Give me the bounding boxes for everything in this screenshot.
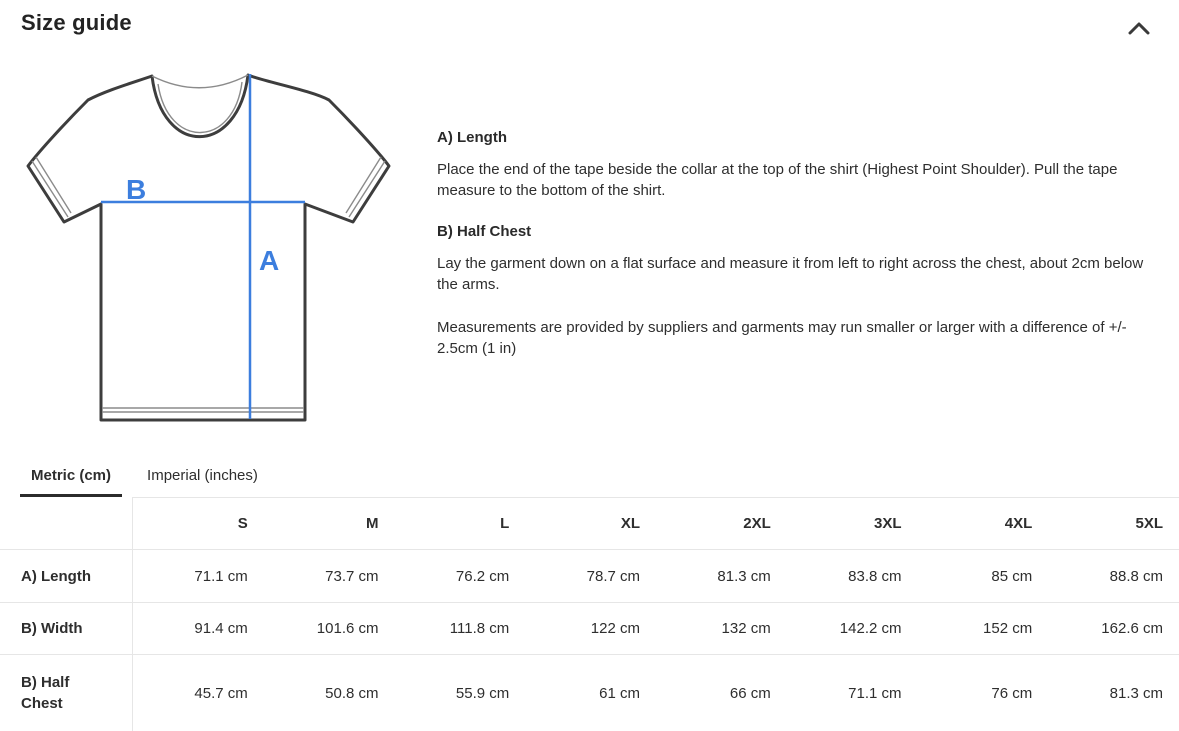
- collar-back-line: [151, 74, 249, 89]
- row-label: B) Half Chest: [0, 655, 133, 731]
- size-value: 50.8 cm: [263, 655, 395, 731]
- tshirt-outline: [26, 73, 391, 422]
- size-value: 83.8 cm: [786, 550, 918, 603]
- instruction-heading-b: B) Half Chest: [437, 223, 532, 240]
- measurement-label-a: A: [259, 245, 279, 276]
- size-value: 111.8 cm: [394, 603, 526, 655]
- measurement-instructions: A) Length Place the end of the tape besi…: [437, 129, 1153, 359]
- size-value: 55.9 cm: [394, 655, 526, 731]
- size-col-header: M: [263, 497, 395, 550]
- tshirt-measurement-diagram: B A: [12, 58, 416, 438]
- page-title: Size guide: [21, 10, 132, 35]
- size-value: 122 cm: [525, 603, 656, 655]
- instruction-body-b: Lay the garment down on a flat surface a…: [437, 255, 1144, 293]
- table-corner-cell: [0, 497, 133, 550]
- row-label: A) Length: [0, 550, 133, 603]
- size-value: 81.3 cm: [656, 550, 787, 603]
- tab-imperial[interactable]: Imperial (inches): [136, 457, 269, 497]
- instruction-body-a: Place the end of the tape beside the col…: [437, 161, 1118, 199]
- size-value: 45.7 cm: [133, 655, 264, 731]
- measurement-label-b: B: [126, 174, 146, 205]
- size-col-header: 2XL: [656, 497, 787, 550]
- collapse-section-button[interactable]: [1116, 12, 1162, 44]
- size-value: 142.2 cm: [786, 603, 918, 655]
- size-col-header: 3XL: [786, 497, 918, 550]
- size-value: 132 cm: [656, 603, 787, 655]
- instruction-heading-a: A) Length: [437, 129, 507, 146]
- size-value: 78.7 cm: [525, 550, 656, 603]
- size-value: 152 cm: [917, 603, 1049, 655]
- size-value: 88.8 cm: [1048, 550, 1179, 603]
- tab-metric[interactable]: Metric (cm): [20, 457, 123, 497]
- size-value: 81.3 cm: [1048, 655, 1179, 731]
- row-label: B) Width: [0, 603, 133, 655]
- size-value: 66 cm: [656, 655, 787, 731]
- size-col-header: 5XL: [1048, 497, 1179, 550]
- size-value: 91.4 cm: [133, 603, 264, 655]
- size-value: 85 cm: [917, 550, 1049, 603]
- left-sleeve-hem-lines: [31, 156, 72, 218]
- size-col-header: S: [133, 497, 264, 550]
- size-value: 71.1 cm: [786, 655, 918, 731]
- size-value: 162.6 cm: [1048, 603, 1179, 655]
- size-value: 76 cm: [917, 655, 1049, 731]
- supplier-note: Measurements are provided by suppliers a…: [437, 319, 1127, 357]
- size-col-header: L: [394, 497, 526, 550]
- size-value: 76.2 cm: [394, 550, 526, 603]
- size-value: 101.6 cm: [263, 603, 395, 655]
- collar-inner-line: [157, 81, 243, 134]
- size-col-header: 4XL: [917, 497, 1049, 550]
- bottom-hem-lines: [102, 407, 304, 413]
- unit-tabs: Metric (cm) Imperial (inches): [20, 457, 269, 497]
- right-sleeve-hem-lines: [345, 156, 386, 218]
- size-col-header: XL: [525, 497, 656, 550]
- size-value: 73.7 cm: [263, 550, 395, 603]
- size-value: 71.1 cm: [133, 550, 264, 603]
- size-table: S M L XL 2XL 3XL 4XL 5XL A) Length 71.1 cm 73.7 cm…: [0, 497, 1179, 731]
- size-value: 61 cm: [525, 655, 656, 731]
- chevron-up-icon: [1126, 20, 1152, 36]
